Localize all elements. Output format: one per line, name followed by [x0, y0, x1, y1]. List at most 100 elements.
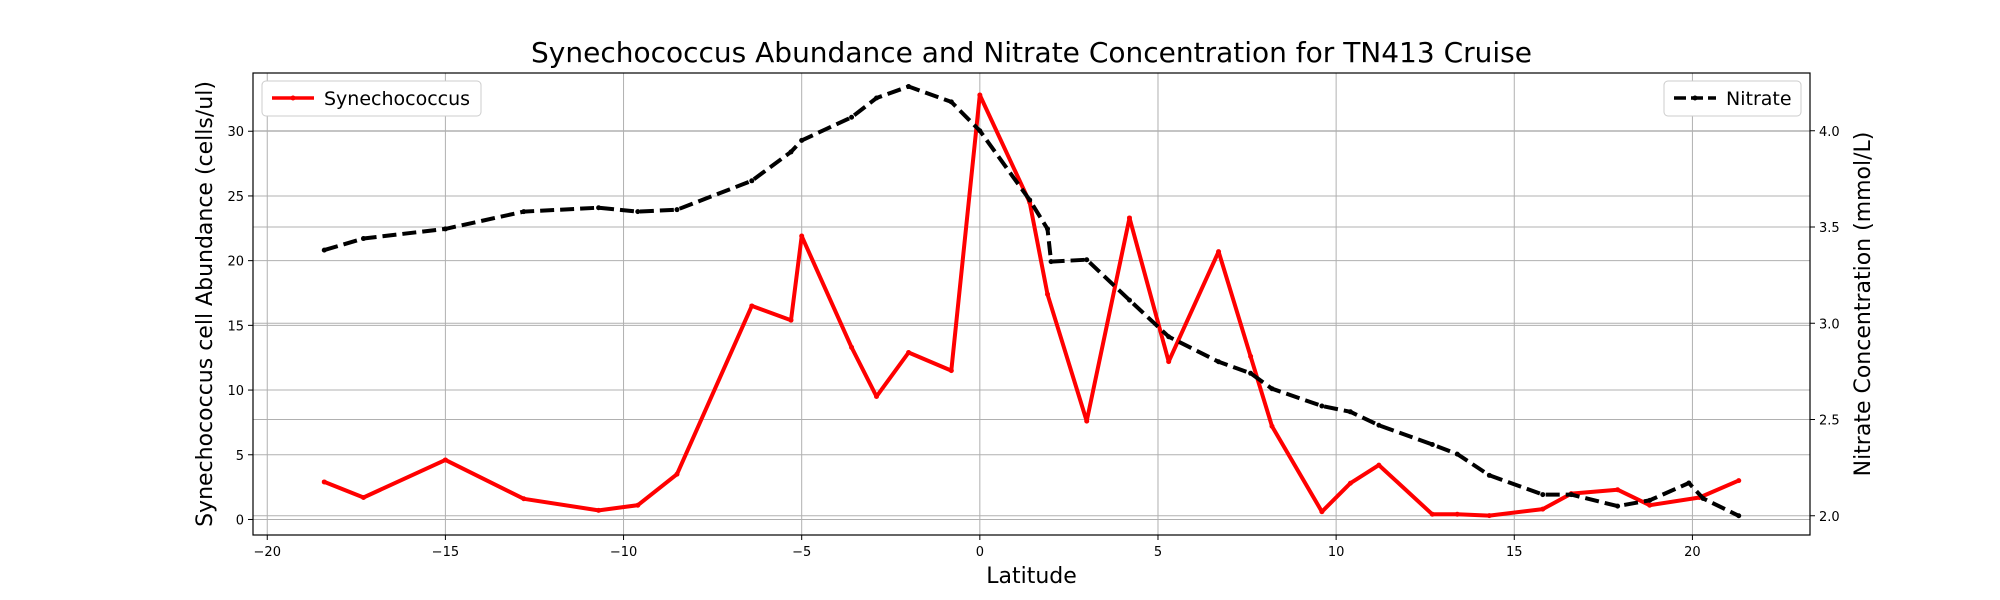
data-point-synechococcus — [1084, 418, 1090, 424]
data-point-nitrate — [1216, 359, 1222, 365]
data-point-nitrate — [1045, 226, 1051, 232]
data-point-synechococcus — [1347, 480, 1353, 486]
data-point-nitrate — [749, 178, 755, 184]
data-point-nitrate — [521, 209, 527, 215]
y-right-tick-label: 2.5 — [1819, 414, 1840, 429]
data-point-synechococcus — [1736, 478, 1742, 484]
data-point-nitrate — [1454, 451, 1460, 457]
y-left-tick-label: 25 — [227, 190, 244, 205]
x-tick-label: 5 — [1154, 545, 1162, 560]
data-point-synechococcus — [799, 233, 805, 239]
y-right-tick-label: 2.0 — [1819, 510, 1840, 525]
data-point-synechococcus — [442, 457, 448, 463]
data-point-nitrate — [1084, 257, 1090, 263]
x-tick-label: 10 — [1328, 545, 1345, 560]
data-point-nitrate — [1166, 334, 1172, 340]
x-tick-label: 20 — [1684, 545, 1701, 560]
data-point-synechococcus — [948, 368, 954, 374]
data-point-nitrate — [977, 128, 983, 134]
legend-label-nitrate: Nitrate — [1726, 88, 1792, 110]
data-point-synechococcus — [674, 471, 680, 477]
data-point-synechococcus — [1269, 423, 1275, 429]
y-left-tick-label: 15 — [227, 319, 244, 334]
data-point-synechococcus — [1486, 513, 1492, 519]
data-point-synechococcus — [749, 303, 755, 309]
x-tick-label: −15 — [432, 545, 459, 560]
data-point-synechococcus — [874, 394, 880, 400]
series-layer — [321, 83, 1742, 519]
x-tick-label: 15 — [1506, 545, 1523, 560]
data-point-synechococcus — [906, 350, 912, 356]
y-left-tick-label: 30 — [227, 125, 244, 140]
legend-label-synechococcus: Synechococcus — [324, 88, 470, 110]
data-point-nitrate — [1736, 513, 1742, 519]
data-point-nitrate — [1269, 386, 1275, 392]
y-right-tick-label: 3.5 — [1819, 221, 1840, 236]
data-point-synechococcus — [1045, 291, 1051, 297]
data-point-synechococcus — [1615, 487, 1621, 493]
y-right-tick-label: 4.0 — [1819, 125, 1840, 140]
data-point-nitrate — [1048, 259, 1054, 265]
plot-area-frame — [252, 72, 1811, 536]
data-point-nitrate — [596, 205, 602, 211]
data-point-synechococcus — [1454, 511, 1460, 517]
y-left-tick-label: 5 — [236, 449, 244, 464]
y-left-tick-label: 10 — [227, 384, 244, 399]
data-point-synechococcus — [1216, 249, 1222, 255]
data-point-nitrate — [1027, 197, 1033, 203]
y-left-tick-label: 20 — [227, 255, 244, 270]
data-point-synechococcus — [1248, 353, 1254, 359]
x-tick-label: 0 — [976, 545, 984, 560]
data-point-nitrate — [874, 95, 880, 101]
legend-box — [261, 80, 482, 117]
data-point-nitrate — [1686, 480, 1692, 486]
data-point-nitrate — [674, 207, 680, 213]
data-point-nitrate — [1429, 442, 1435, 448]
data-point-nitrate — [1486, 472, 1492, 478]
data-point-nitrate — [360, 236, 366, 242]
data-point-nitrate — [1126, 297, 1132, 303]
data-point-nitrate — [1319, 403, 1325, 409]
data-point-nitrate — [788, 149, 794, 155]
data-point-nitrate — [1540, 492, 1546, 498]
data-point-nitrate — [1615, 503, 1621, 509]
axis-ticks: −20 −15 −10 −5 0 5 10 15 20 0 5 10 15 20 25 30 2.0 2.5 3.0… — [227, 125, 1839, 560]
data-point-synechococcus — [635, 502, 641, 508]
data-point-nitrate — [1568, 492, 1574, 498]
data-point-synechococcus — [1540, 506, 1546, 512]
data-point-synechococcus — [1126, 215, 1132, 221]
legend-marker-nitrate — [1692, 95, 1698, 101]
data-point-synechococcus — [788, 317, 794, 323]
data-point-nitrate — [1347, 409, 1353, 415]
data-point-synechococcus — [360, 494, 366, 500]
y-axis-right-label: Nitrate Concentration (mmol/L) — [1851, 132, 1876, 477]
data-point-nitrate — [948, 99, 954, 105]
chart-title: Synechococcus Abundance and Nitrate Conc… — [531, 36, 1532, 69]
data-point-nitrate — [799, 137, 805, 143]
legend-marker-synechococcus — [290, 95, 296, 101]
series-line-synechococcus — [323, 93, 1740, 518]
y-left-tick-label: 0 — [236, 513, 244, 528]
data-point-synechococcus — [596, 507, 602, 513]
data-point-nitrate — [1248, 370, 1254, 376]
x-tick-label: −5 — [792, 545, 811, 560]
data-point-synechococcus — [977, 92, 983, 98]
y-axis-left-label: Synechococcus cell Abundance (cells/ul) — [193, 81, 218, 527]
legend-box — [1663, 80, 1802, 117]
data-point-synechococcus — [1429, 511, 1435, 517]
data-point-nitrate — [321, 247, 327, 253]
data-point-nitrate — [1647, 497, 1653, 503]
data-point-synechococcus — [1166, 359, 1172, 365]
data-point-nitrate — [635, 209, 641, 215]
legend-synechococcus: Synechococcus — [261, 80, 482, 117]
x-axis-label: Latitude — [986, 564, 1077, 589]
data-point-nitrate — [1700, 495, 1706, 501]
data-point-synechococcus — [849, 344, 855, 350]
data-point-synechococcus — [1647, 502, 1653, 508]
y-right-tick-label: 3.0 — [1819, 317, 1840, 332]
legend-nitrate: Nitrate — [1663, 80, 1802, 117]
x-tick-label: −10 — [610, 545, 637, 560]
data-point-synechococcus — [1376, 462, 1382, 468]
data-point-nitrate — [906, 83, 912, 89]
